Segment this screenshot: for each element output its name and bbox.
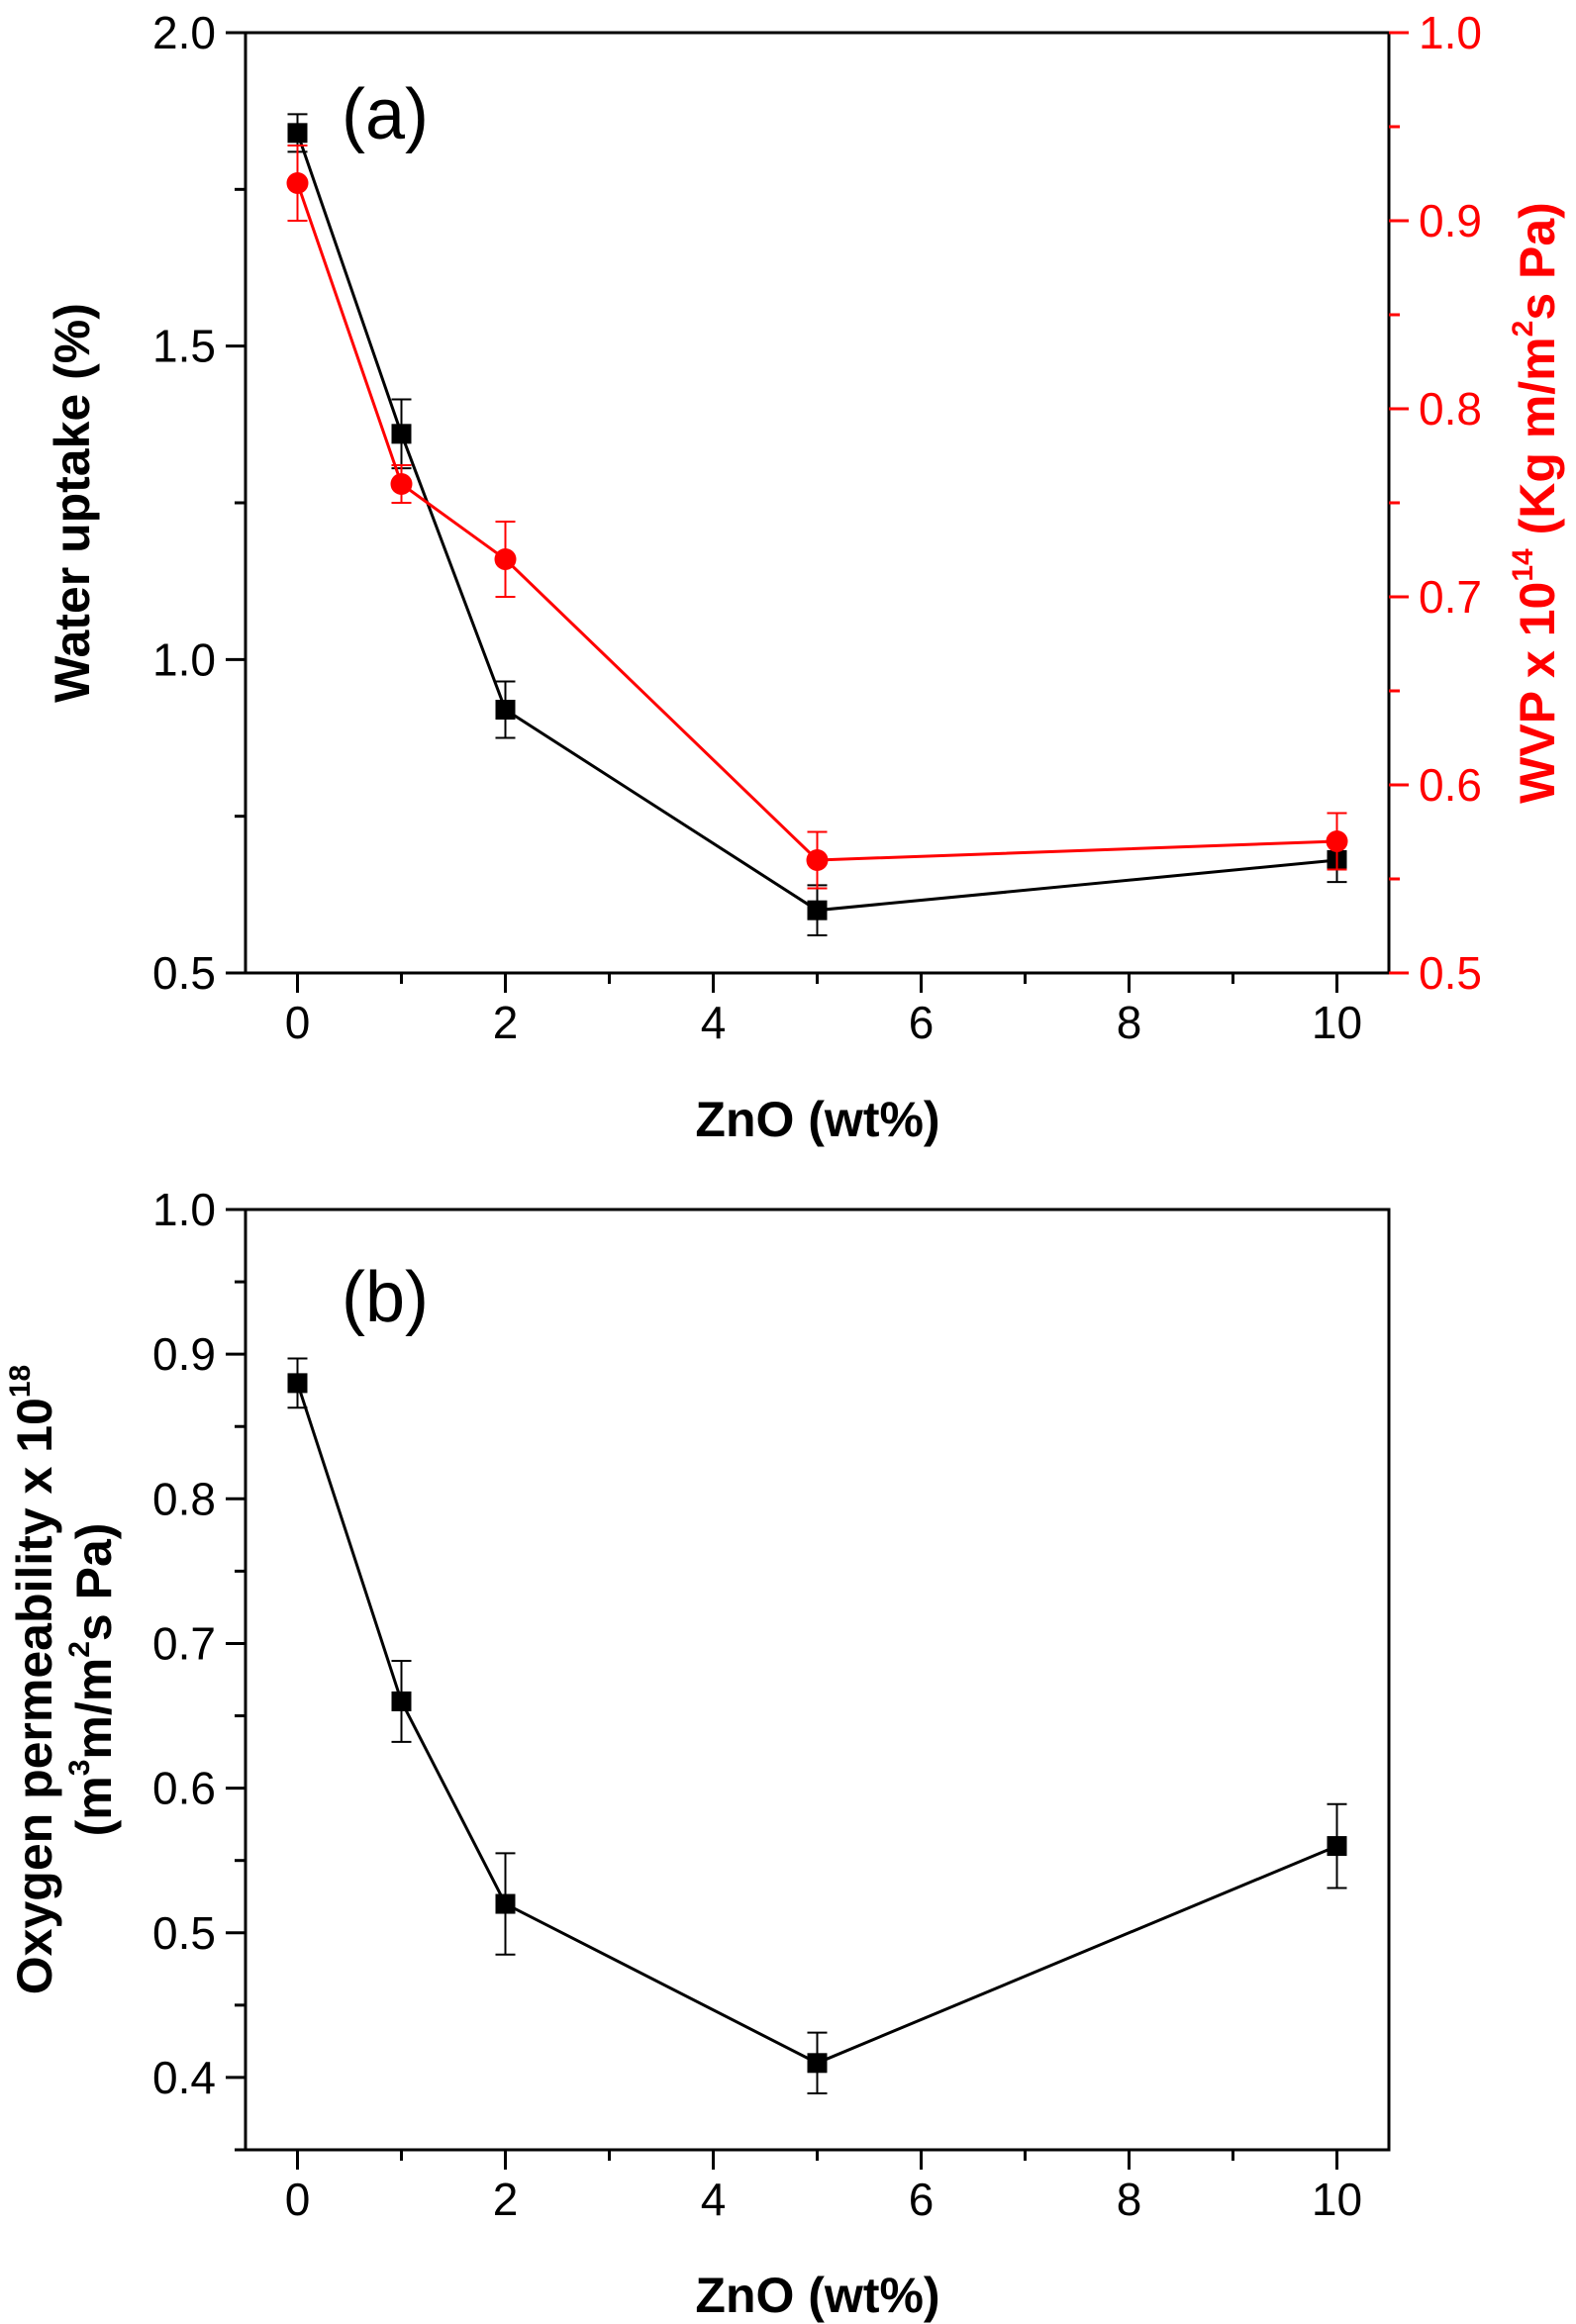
- data-point: [1327, 1836, 1347, 1857]
- x-tick-label: 8: [1117, 997, 1142, 1048]
- panel-a: (a) 0 2 4 6 8 10 0.5 1.0 1.5 2.0 0.5 0.6 0.7 0.8 0.9…: [45, 7, 1565, 1147]
- panel-a-x-axis-title: ZnO (wt%): [695, 1092, 939, 1147]
- y2-title-post: s Pa): [1510, 202, 1565, 321]
- b-y-title2-post: s Pa): [66, 1523, 122, 1642]
- x-tick-label: 8: [1117, 2174, 1142, 2225]
- x-tick-label: 2: [493, 2174, 519, 2225]
- y-tick-label: 0.8: [152, 1473, 216, 1524]
- b-y-title2-pre: (m: [66, 1776, 122, 1836]
- data-point: [806, 849, 829, 871]
- data-point: [390, 473, 413, 495]
- y-tick-label: 1.0: [152, 633, 216, 685]
- y-tick-label: 1.5: [152, 321, 216, 372]
- data-point: [807, 2053, 828, 2074]
- x-tick-label: 4: [701, 997, 727, 1048]
- y2-tick-label: 1.0: [1419, 7, 1482, 58]
- y2-title-exp2: 2: [1507, 321, 1539, 338]
- b-y-title2-exp2: 2: [63, 1641, 96, 1658]
- x-tick-label: 0: [285, 2174, 311, 2225]
- x-tick-label: 0: [285, 997, 311, 1048]
- x-tick-label: 2: [493, 997, 519, 1048]
- panel-a-y2-ticks: 0.5 0.6 0.7 0.8 0.9 1.0: [1389, 7, 1482, 999]
- panel-b-label: (b): [342, 1258, 429, 1337]
- data-point: [287, 123, 308, 144]
- panel-a-series: [286, 113, 1348, 936]
- panel-b-y-ticks: 0.4 0.5 0.6 0.7 0.8 0.9 1.0: [152, 1184, 246, 2152]
- data-point: [391, 1691, 412, 1711]
- data-point: [495, 700, 516, 720]
- b-y-title-exp: 18: [4, 1365, 37, 1398]
- y2-tick-label: 0.6: [1419, 759, 1482, 811]
- y2-tick-label: 0.5: [1419, 947, 1482, 999]
- y2-title-mid: (Kg m/m: [1510, 337, 1565, 548]
- x-tick-label: 10: [1312, 997, 1362, 1048]
- y-tick-label: 2.0: [152, 7, 216, 58]
- x-tick-label: 4: [701, 2174, 727, 2225]
- panel-b-x-ticks: 0 2 4 6 8 10: [285, 2150, 1362, 2225]
- data-point: [286, 172, 309, 194]
- y2-tick-label: 0.8: [1419, 383, 1482, 435]
- y2-tick-label: 0.7: [1419, 571, 1482, 623]
- y-tick-label: 0.4: [152, 2052, 216, 2103]
- x-tick-label: 10: [1312, 2174, 1362, 2225]
- b-y-title2-exp1: 3: [63, 1760, 96, 1777]
- y-tick-label: 0.9: [152, 1328, 216, 1380]
- x-tick-label: 6: [909, 2174, 935, 2225]
- y-tick-label: 0.7: [152, 1617, 216, 1669]
- data-point: [494, 548, 517, 570]
- y-tick-label: 1.0: [152, 1184, 216, 1235]
- panel-a-x-ticks: 0 2 4 6 8 10: [285, 973, 1362, 1048]
- y-tick-label: 0.6: [152, 1763, 216, 1814]
- y2-tick-label: 0.9: [1419, 195, 1482, 246]
- data-point: [1326, 830, 1348, 852]
- y-tick-label: 0.5: [152, 947, 216, 999]
- data-point: [495, 1893, 516, 1914]
- x-tick-label: 6: [909, 997, 935, 1048]
- panel-b-x-axis-title: ZnO (wt%): [695, 2268, 939, 2323]
- panel-b-y-axis-title-line1: Oxygen permeability x 1018: [4, 1365, 62, 1994]
- b-y-title2-mid: m/m: [66, 1658, 122, 1760]
- y2-title-pre: WVP x 10: [1510, 582, 1565, 804]
- panel-b-series: [287, 1357, 1347, 2094]
- b-y-title-pre: Oxygen permeability x 10: [7, 1398, 62, 1994]
- data-point: [391, 424, 412, 444]
- panel-a-y2-axis-title: WVP x 1014 (Kg m/m2s Pa): [1507, 202, 1565, 804]
- panel-b: (b) 0 2 4 6 8 10 0.4 0.5 0.6 0.7 0.8 0.9 1.0 ZnO (w…: [4, 1184, 1391, 2323]
- panel-a-y-axis-title: Water uptake (%): [45, 303, 100, 703]
- panel-a-label: (a): [342, 75, 429, 154]
- y-tick-label: 0.5: [152, 1907, 216, 1959]
- panel-b-y-axis-title-line2: (m3m/m2s Pa): [63, 1523, 122, 1837]
- data-point: [287, 1373, 308, 1394]
- panel-a-y-ticks: 0.5 1.0 1.5 2.0: [152, 7, 246, 999]
- y2-title-exp1: 14: [1507, 548, 1539, 582]
- data-point: [807, 900, 828, 920]
